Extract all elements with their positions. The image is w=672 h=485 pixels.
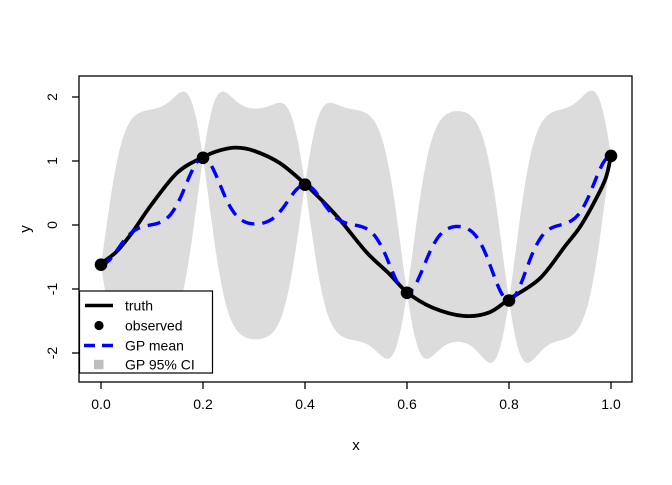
x-tick-label: 0.6 [397,396,417,412]
curves-layer [99,145,613,319]
x-axis-title: x [352,437,360,454]
observed-point [94,258,108,272]
legend-label-truth: truth [125,298,153,314]
plot-box [78,75,633,383]
axis-ticks-layer: 0.0 0.2 0.4 0.6 0.8 1.0 -2 -1 0 1 2 [44,93,621,412]
y-tick-label: 0 [44,221,60,229]
x-tick-label: 0.4 [295,396,315,412]
observed-point [604,149,618,163]
legend-ci-square-swatch [94,359,104,370]
y-tick-label: 1 [44,157,60,165]
y-tick-label: -2 [44,347,60,360]
observed-point [196,151,210,165]
truth-line [99,145,613,319]
x-tick-label: 0.0 [91,396,111,412]
y-tick-label: -1 [44,283,60,296]
y-tick-label: 2 [44,93,60,101]
x-tick-label: 1.0 [601,396,621,412]
legend-label-gp-mean: GP mean [125,338,184,354]
observed-point [298,178,312,191]
x-tick-label: 0.8 [499,396,519,412]
observed-points-layer [94,149,618,307]
legend-label-observed: observed [125,318,183,334]
gp-mean-line [100,154,612,303]
x-tick-label: 0.2 [193,396,213,412]
observed-point [400,286,414,300]
legend-observed-dot-swatch [94,320,104,331]
legend: truth observed GP mean GP 95% CI [78,290,214,374]
y-axis-title: y [17,225,34,233]
observed-point [502,294,516,307]
legend-label-gp-ci: GP 95% CI [125,357,195,373]
